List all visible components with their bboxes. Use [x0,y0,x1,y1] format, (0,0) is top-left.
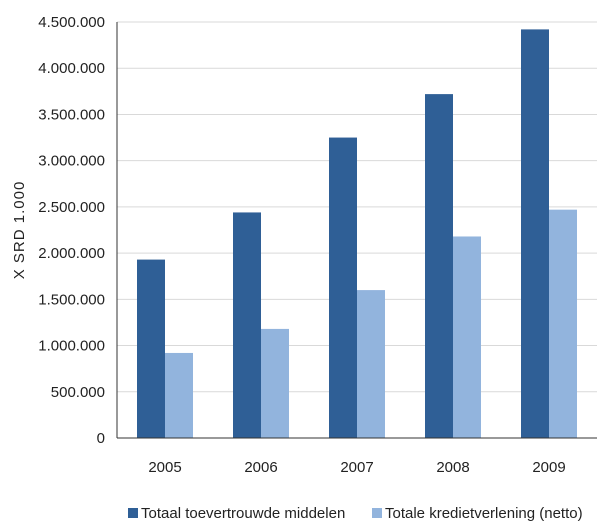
y-tick-label: 0 [97,430,105,447]
y-tick-label: 4.500.000 [38,14,105,31]
bar-totale-kredietverlening-2007 [357,290,385,438]
bar-totaal-toevertrouwde-middelen-2009 [521,29,549,438]
y-tick-label: 500.000 [51,384,105,401]
bar-totaal-toevertrouwde-middelen-2005 [137,259,165,438]
x-tick-labels: 2005 2006 2007 2008 2009 [148,459,565,476]
legend: Totaal toevertrouwde middelen Totale kred… [128,505,583,522]
bar-totaal-toevertrouwde-middelen-2007 [329,137,357,439]
x-tick-label: 2005 [148,459,181,476]
y-tick-label: 3.500.000 [38,106,105,123]
bar-totale-kredietverlening-2008 [453,236,481,438]
legend-swatch [128,508,138,518]
y-tick-label: 3.000.000 [38,153,105,170]
x-tick-label: 2009 [532,459,565,476]
y-tick-label: 2.000.000 [38,245,105,262]
legend-swatch [372,508,382,518]
legend-label: Totale kredietverlening (netto) [385,505,583,522]
y-tick-label: 1.500.000 [38,291,105,308]
legend-label: Totaal toevertrouwde middelen [141,505,345,522]
bar-totaal-toevertrouwde-middelen-2006 [233,212,261,438]
x-tick-label: 2007 [340,459,373,476]
x-tick-label: 2006 [244,459,277,476]
y-tick-label: 4.000.000 [38,60,105,77]
y-tick-label: 1.000.000 [38,338,105,355]
x-tick-label: 2008 [436,459,469,476]
y-tick-label: 2.500.000 [38,199,105,216]
y-tick-labels: 0 500.000 1.000.000 1.500.000 2.000.000 2.500… [38,14,105,447]
bar-totale-kredietverlening-2009 [549,209,577,438]
bars [137,29,577,439]
y-axis-title: X SRD 1.000 [11,181,28,280]
bar-totaal-toevertrouwde-middelen-2008 [425,94,453,439]
bar-totale-kredietverlening-2005 [165,352,193,438]
bar-totale-kredietverlening-2006 [261,328,289,438]
